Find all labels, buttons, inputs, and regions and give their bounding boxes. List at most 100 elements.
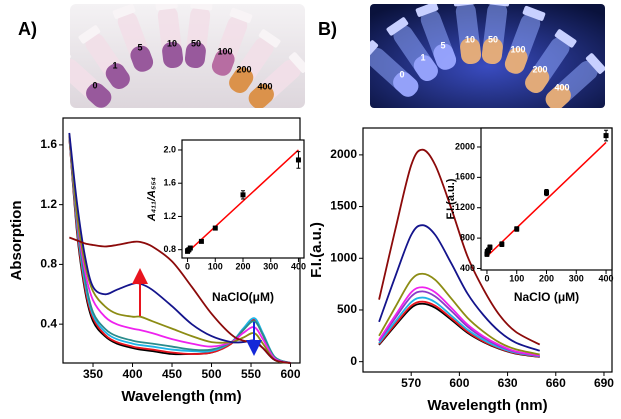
tube-label: 200 — [532, 64, 547, 74]
plots: 350 400 450 500 550 600 0.4 0.8 1.2 1.6 Wavelength… — [8, 117, 614, 414]
y-tick-label: 500 — [337, 302, 357, 316]
x-tick-label: 400 — [291, 261, 306, 271]
y-axis-title: F.I.(a.u.) — [445, 178, 457, 219]
x-axis-title: NaClO (μM) — [514, 290, 579, 304]
tube — [545, 53, 605, 108]
data-point — [485, 247, 491, 253]
data-point — [544, 190, 549, 196]
x-tick-label: 550 — [241, 367, 261, 381]
data-point — [198, 238, 204, 244]
y-tick-label: 1000 — [330, 250, 357, 264]
tube-cap — [554, 29, 577, 48]
y-tick-label: 2000 — [455, 141, 475, 151]
y-axis-title: Absorption — [8, 201, 25, 281]
panel-label: B) — [318, 19, 337, 39]
y-tick-label: 0.4 — [40, 316, 57, 330]
y-tick-label: 1.6 — [163, 178, 176, 188]
tube-label: 50 — [488, 34, 498, 44]
spectrum-line — [378, 224, 541, 352]
data-point — [240, 192, 246, 198]
tube-label: 400 — [257, 81, 272, 91]
tube-liquid — [460, 37, 482, 65]
tube-cap — [386, 17, 409, 36]
tube-liquid — [433, 43, 457, 70]
tube-cap — [370, 40, 379, 61]
y-tick-label: 2000 — [330, 147, 357, 161]
x-tick-label: 0 — [185, 261, 190, 271]
tube-liquid — [211, 49, 235, 76]
tubes — [70, 4, 305, 108]
y-tick-label: 1.2 — [163, 211, 176, 221]
data-point — [514, 226, 520, 232]
y-tick-label: 400 — [460, 263, 475, 273]
y-tick-label: 2.0 — [163, 144, 176, 154]
tube-label: 1 — [420, 52, 425, 62]
tube-label: 5 — [137, 42, 142, 52]
y-tick-label: 0 — [350, 354, 357, 368]
x-tick-label: 400 — [123, 367, 143, 381]
x-tick-label: 660 — [546, 376, 566, 390]
y-tick-label: 1600 — [455, 172, 475, 182]
tube-label: 200 — [236, 64, 251, 74]
tube — [386, 17, 438, 81]
spectrum-line — [378, 286, 540, 357]
tube-label: 50 — [191, 38, 201, 48]
tube-liquid — [393, 71, 419, 97]
data-point — [187, 245, 193, 251]
data-point — [295, 157, 301, 163]
spectrum-line — [378, 148, 541, 346]
tube — [248, 52, 305, 108]
tube-label: 1 — [112, 60, 117, 70]
tube-label: 100 — [217, 46, 232, 56]
x-tick-label: 600 — [449, 376, 469, 390]
x-axis-title: Wavelength (nm) — [427, 397, 547, 414]
tube-liquid — [229, 67, 254, 93]
tube-cap — [112, 4, 136, 19]
photo-b — [370, 4, 605, 108]
tube-cap — [70, 51, 72, 72]
tube — [155, 4, 184, 69]
y-tick-label: 0.8 — [40, 257, 57, 271]
fit-line — [486, 141, 607, 257]
tube-liquid — [130, 45, 154, 72]
tube — [70, 51, 112, 108]
tube — [112, 4, 154, 72]
x-tick-label: 500 — [202, 367, 222, 381]
x-axis-title: NaClO(μM) — [212, 290, 274, 304]
tube — [370, 40, 419, 97]
x-tick-label: 100 — [208, 261, 223, 271]
tube-label: 400 — [554, 82, 569, 92]
y-axis-title: A₄₁₁/A₅₅₄ — [146, 177, 158, 222]
y-tick-label: 800 — [460, 232, 475, 242]
tube-liquid — [105, 63, 130, 89]
y-tick-label: 1500 — [330, 199, 357, 213]
tube-liquid — [545, 84, 571, 108]
x-tick-label: 200 — [539, 273, 554, 283]
tube-liquid — [481, 37, 503, 65]
tube-cap — [258, 29, 281, 48]
x-axis-title: Wavelength (nm) — [121, 388, 241, 405]
x-tick-label: 350 — [83, 367, 103, 381]
tube-cap — [78, 25, 101, 44]
x-tick-label: 570 — [401, 376, 421, 390]
tube-label: 0 — [92, 80, 97, 90]
tube — [184, 4, 213, 69]
spectrum-line — [68, 135, 291, 364]
x-tick-label: 0 — [484, 273, 489, 283]
tube — [229, 29, 281, 93]
tube-cap — [190, 4, 213, 11]
tube — [504, 5, 546, 74]
y-tick-label: 1200 — [455, 202, 475, 212]
y-axis-title: F.I.(a.u.) — [308, 222, 325, 278]
tube — [211, 7, 253, 76]
x-tick-label: 100 — [509, 273, 524, 283]
x-tick-label: 400 — [599, 273, 614, 283]
y-tick-label: 0.8 — [163, 244, 176, 254]
tube-label: 5 — [440, 40, 445, 50]
spectrum-line — [68, 135, 291, 364]
tube-cap — [229, 7, 253, 23]
photo-a — [70, 4, 305, 108]
tube — [415, 4, 457, 70]
x-tick-label: 600 — [281, 367, 301, 381]
fit-line — [187, 149, 299, 253]
